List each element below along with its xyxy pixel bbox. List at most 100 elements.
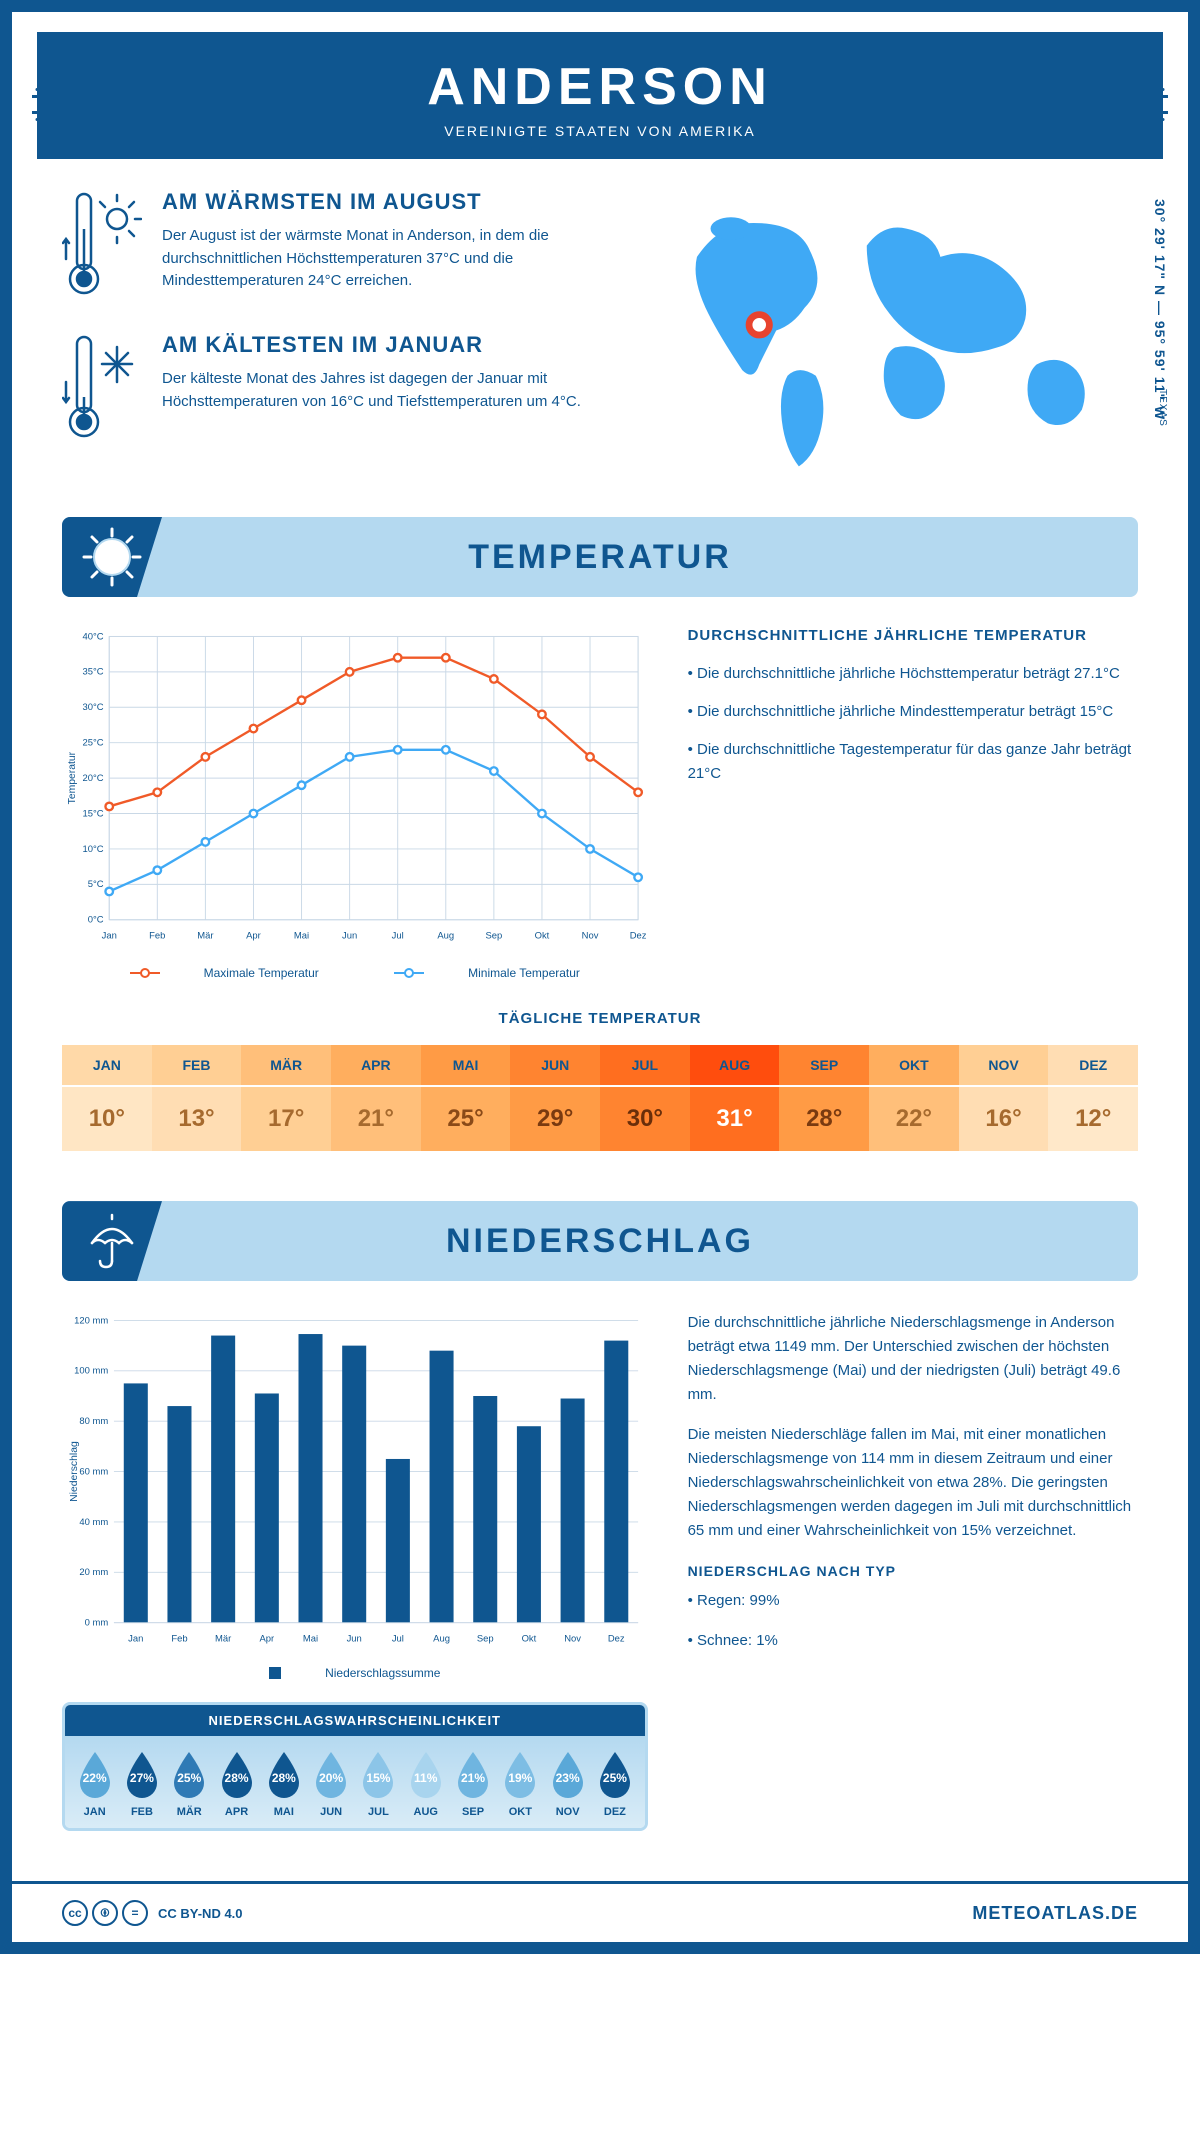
intro-section: AM WÄRMSTEN IM AUGUST Der August ist der… [62,189,1138,477]
raindrop-icon: 25% [168,1750,210,1800]
temp-cell: OKT 22° [869,1045,959,1151]
svg-text:Nov: Nov [582,931,599,942]
probability-heading: NIEDERSCHLAGSWAHRSCHEINLICHKEIT [65,1705,645,1736]
temp-cell: FEB 13° [152,1045,242,1151]
temperature-section-header: TEMPERATUR [62,517,1138,597]
svg-text:Feb: Feb [149,931,165,942]
svg-text:100 mm: 100 mm [74,1366,108,1377]
svg-text:Sep: Sep [477,1634,494,1645]
svg-text:40°C: 40°C [82,631,103,642]
svg-text:Mär: Mär [197,931,213,942]
raindrop-icon: 28% [263,1750,305,1800]
svg-text:30°C: 30°C [82,702,103,713]
svg-text:Jan: Jan [128,1634,143,1645]
svg-text:120 mm: 120 mm [74,1315,108,1326]
page-subtitle: VEREINIGTE STAATEN VON AMERIKA [37,123,1163,139]
temp-cell: JUN 29° [510,1045,600,1151]
by-icon: 🅯 [92,1900,118,1926]
svg-text:Temperatur: Temperatur [67,751,78,804]
precipitation-title: NIEDERSCHLAG [446,1222,754,1261]
thermometer-cold-icon [62,332,142,447]
probability-cell: 23% NOV [544,1750,591,1818]
precip-type-heading: NIEDERSCHLAG NACH TYP [688,1563,1138,1579]
svg-text:10°C: 10°C [82,844,103,855]
svg-text:Jul: Jul [392,1634,404,1645]
footer: cc 🅯 = CC BY-ND 4.0 METEOATLAS.DE [12,1881,1188,1942]
warmest-block: AM WÄRMSTEN IM AUGUST Der August ist der… [62,189,633,304]
svg-text:5°C: 5°C [88,879,104,890]
svg-text:35°C: 35°C [82,667,103,678]
coordinates-label: 30° 29' 17" N — 95° 59' 11" W [1152,199,1168,420]
svg-text:Jan: Jan [102,931,117,942]
coldest-text: Der kälteste Monat des Jahres ist dagege… [162,368,633,413]
precip-p2: Die meisten Niederschläge fallen im Mai,… [688,1423,1138,1543]
precipitation-section-header: NIEDERSCHLAG [62,1201,1138,1281]
svg-text:Aug: Aug [433,1634,450,1645]
svg-text:80 mm: 80 mm [79,1416,108,1427]
nd-icon: = [122,1900,148,1926]
coldest-block: AM KÄLTESTEN IM JANUAR Der kälteste Mona… [62,332,633,447]
legend-max-label: Maximale Temperatur [204,966,319,980]
sun-icon [62,517,162,597]
svg-text:Mai: Mai [294,931,309,942]
precip-p1: Die durchschnittliche jährliche Niedersc… [688,1311,1138,1407]
probability-cell: 20% JUN [307,1750,354,1818]
svg-text:Apr: Apr [259,1634,274,1645]
probability-cell: 19% OKT [497,1750,544,1818]
svg-text:20°C: 20°C [82,773,103,784]
temp-info-heading: DURCHSCHNITTLICHE JÄHRLICHE TEMPERATUR [688,627,1138,644]
temp-cell: SEP 28° [779,1045,869,1151]
svg-text:Mai: Mai [303,1634,318,1645]
raindrop-icon: 21% [452,1750,494,1800]
svg-text:Jul: Jul [392,931,404,942]
svg-text:20 mm: 20 mm [79,1567,108,1578]
temp-cell: JAN 10° [62,1045,152,1151]
temp-cell: MÄR 17° [241,1045,331,1151]
svg-text:Mär: Mär [215,1634,231,1645]
svg-text:Jun: Jun [347,1634,362,1645]
raindrop-icon: 11% [405,1750,447,1800]
svg-text:Apr: Apr [246,931,261,942]
precip-type2: • Schnee: 1% [688,1629,1138,1653]
umbrella-icon [62,1201,162,1281]
raindrop-icon: 27% [121,1750,163,1800]
precipitation-text: Die durchschnittliche jährliche Niedersc… [688,1311,1138,1831]
probability-cell: 21% SEP [449,1750,496,1818]
precip-type1: • Regen: 99% [688,1589,1138,1613]
svg-text:Dez: Dez [630,931,647,942]
svg-text:0 mm: 0 mm [85,1618,109,1629]
header: ANDERSON VEREINIGTE STAATEN VON AMERIKA [37,32,1163,159]
svg-text:25°C: 25°C [82,738,103,749]
probability-cell: 25% DEZ [591,1750,638,1818]
svg-text:Feb: Feb [171,1634,187,1645]
probability-cell: 25% MÄR [166,1750,213,1818]
temp-cell: JUL 30° [600,1045,690,1151]
svg-text:Jun: Jun [342,931,357,942]
temperature-info: DURCHSCHNITTLICHE JÄHRLICHE TEMPERATUR •… [688,627,1138,980]
raindrop-icon: 22% [74,1750,116,1800]
probability-cell: 15% JUL [355,1750,402,1818]
world-map: 30° 29' 17" N — 95° 59' 11" W TEXAS [663,189,1138,477]
svg-text:40 mm: 40 mm [79,1517,108,1528]
site-label: METEOATLAS.DE [972,1903,1138,1924]
svg-text:Niederschlag: Niederschlag [69,1441,80,1502]
cc-icon: cc [62,1900,88,1926]
probability-cell: 28% APR [213,1750,260,1818]
probability-cell: 22% JAN [71,1750,118,1818]
temp-cell: AUG 31° [690,1045,780,1151]
raindrop-icon: 20% [310,1750,352,1800]
raindrop-icon: 23% [547,1750,589,1800]
temp-cell: MAI 25° [421,1045,511,1151]
raindrop-icon: 19% [499,1750,541,1800]
chart-legend: Maximale Temperatur Minimale Temperatur [62,963,648,980]
coldest-heading: AM KÄLTESTEN IM JANUAR [162,332,633,358]
probability-cell: 11% AUG [402,1750,449,1818]
page: ANDERSON VEREINIGTE STAATEN VON AMERIKA … [0,0,1200,1954]
temp-info-p2: • Die durchschnittliche jährliche Mindes… [688,700,1138,724]
temp-cell: APR 21° [331,1045,421,1151]
svg-text:60 mm: 60 mm [79,1466,108,1477]
probability-cell: 28% MAI [260,1750,307,1818]
precip-legend: Niederschlagssumme [62,1666,648,1682]
probability-cell: 27% FEB [118,1750,165,1818]
svg-text:Aug: Aug [437,931,454,942]
